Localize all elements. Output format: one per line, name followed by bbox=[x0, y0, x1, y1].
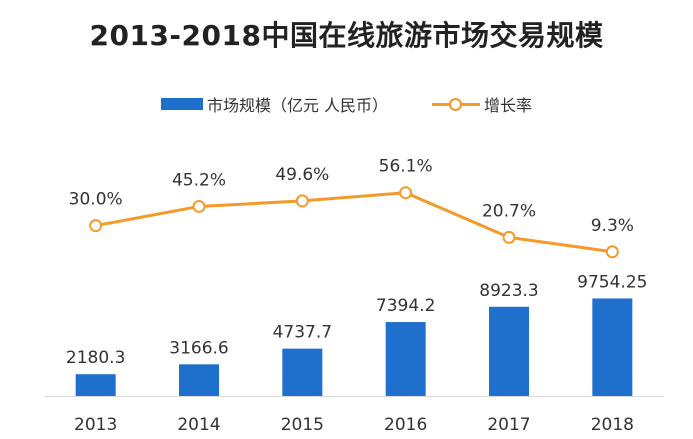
x-tick-label: 2013 bbox=[74, 415, 117, 435]
bar bbox=[385, 322, 426, 396]
growth-line bbox=[95, 191, 613, 254]
growth-value-label: 9.3% bbox=[591, 216, 634, 236]
bar-value-label: 8923.3 bbox=[479, 281, 538, 301]
legend-label-growth-rate: 增长率 bbox=[484, 96, 533, 115]
growth-value-label: 30.0% bbox=[69, 190, 123, 210]
growth-point bbox=[89, 219, 103, 233]
bar bbox=[75, 374, 116, 396]
legend-item-growth-rate: 增长率 bbox=[432, 92, 532, 116]
bar bbox=[489, 306, 529, 396]
growth-point bbox=[399, 186, 413, 200]
bar-value-label: 4737.7 bbox=[273, 323, 332, 343]
legend-item-market-size: 市场规模（亿元 人民币） bbox=[160, 92, 389, 116]
growth-value-label: 56.1% bbox=[379, 157, 433, 177]
bar-value-label: 2180.3 bbox=[66, 348, 125, 368]
growth-point bbox=[502, 230, 516, 244]
x-tick-label: 2016 bbox=[384, 415, 427, 435]
growth-point bbox=[605, 245, 619, 259]
growth-value-label: 20.7% bbox=[482, 201, 536, 221]
growth-value-label: 49.6% bbox=[275, 165, 329, 185]
growth-point bbox=[295, 194, 309, 208]
chart-title: 2013-2018中国在线旅游市场交易规模 bbox=[89, 19, 604, 52]
legend-label-market-size: 市场规模（亿元 人民币） bbox=[206, 96, 389, 115]
x-tick-label: 2015 bbox=[281, 415, 324, 435]
legend-line-swatch bbox=[432, 97, 481, 111]
x-tick-label: 2014 bbox=[177, 415, 220, 435]
bar-value-label: 7394.2 bbox=[376, 296, 435, 316]
growth-point bbox=[192, 199, 206, 213]
bar-value-label: 9754.25 bbox=[577, 272, 647, 292]
bar bbox=[592, 298, 633, 396]
x-tick-label: 2017 bbox=[487, 415, 530, 435]
chart-legend: 市场规模（亿元 人民币） 增长率 bbox=[0, 92, 693, 116]
bar bbox=[282, 348, 323, 396]
bar bbox=[179, 364, 219, 396]
x-tick-label: 2018 bbox=[591, 415, 634, 435]
growth-value-label: 45.2% bbox=[172, 170, 226, 190]
bar-value-label: 3166.6 bbox=[169, 338, 228, 358]
legend-bar-swatch bbox=[160, 98, 203, 110]
